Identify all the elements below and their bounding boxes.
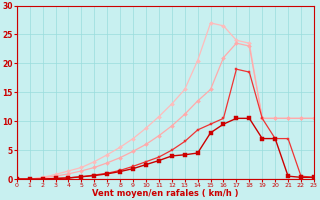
X-axis label: Vent moyen/en rafales ( km/h ): Vent moyen/en rafales ( km/h ) xyxy=(92,189,239,198)
